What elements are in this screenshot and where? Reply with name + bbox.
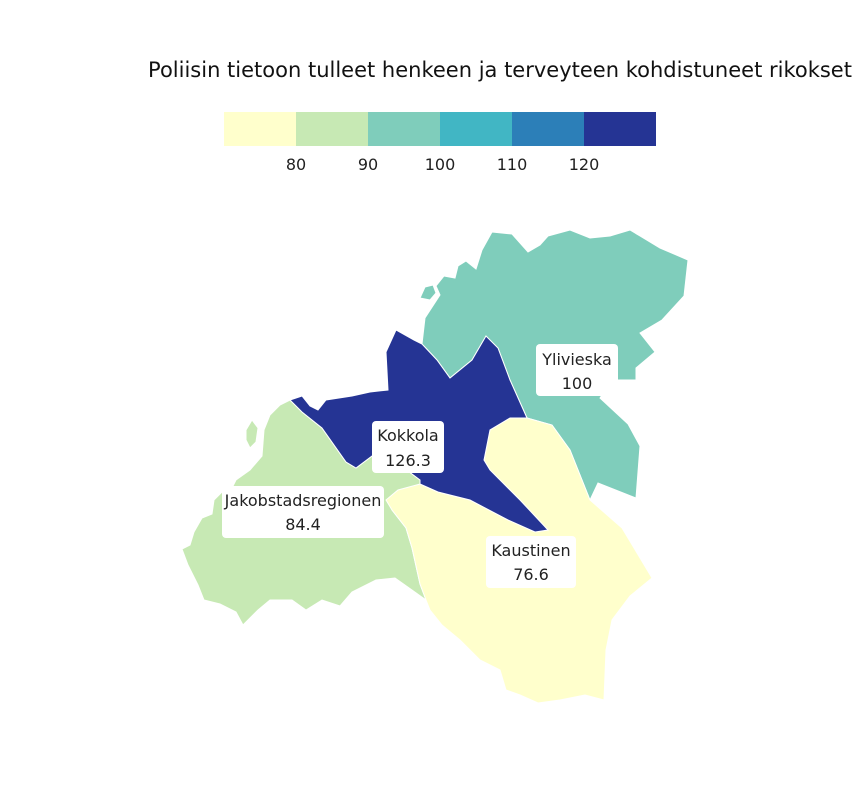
- legend-swatch-2: [296, 112, 368, 146]
- legend-tick-label: 90: [358, 155, 378, 174]
- legend-swatch-1: [224, 112, 296, 146]
- label-box: [222, 486, 384, 538]
- region-value: 76.6: [513, 565, 549, 584]
- map-title: Poliisin tietoon tulleet henkeen ja terv…: [148, 58, 852, 82]
- label-kaustinen: Kaustinen 76.6: [486, 536, 576, 588]
- region-name: Jakobstadsregionen: [224, 491, 382, 510]
- legend-tick-label: 120: [569, 155, 600, 174]
- legend-swatch-6: [584, 112, 656, 146]
- legend-tick-label: 80: [286, 155, 306, 174]
- legend-swatch-5: [512, 112, 584, 146]
- legend-tick-label: 110: [497, 155, 528, 174]
- region-ylivieska-island[interactable]: [419, 284, 437, 301]
- region-value: 100: [562, 374, 593, 393]
- label-box: [372, 421, 444, 473]
- label-box: [486, 536, 576, 588]
- label-kokkola: Kokkola 126.3: [372, 421, 444, 473]
- legend-tick-label: 100: [425, 155, 456, 174]
- region-labels: Ylivieska 100 Kokkola 126.3 Jakobstadsre…: [222, 344, 618, 588]
- legend-swatch-4: [440, 112, 512, 146]
- region-name: Kaustinen: [491, 541, 570, 560]
- region-name: Kokkola: [377, 426, 438, 445]
- region-jakobstadsregionen-island[interactable]: [245, 419, 259, 449]
- color-legend: 80 90 100 110 120: [224, 112, 656, 174]
- label-jakobstadsregionen: Jakobstadsregionen 84.4: [222, 486, 384, 538]
- label-box: [536, 344, 618, 396]
- label-ylivieska: Ylivieska 100: [536, 344, 618, 396]
- region-name: Ylivieska: [541, 350, 612, 369]
- region-value: 84.4: [285, 515, 321, 534]
- region-value: 126.3: [385, 451, 431, 470]
- legend-swatch-3: [368, 112, 440, 146]
